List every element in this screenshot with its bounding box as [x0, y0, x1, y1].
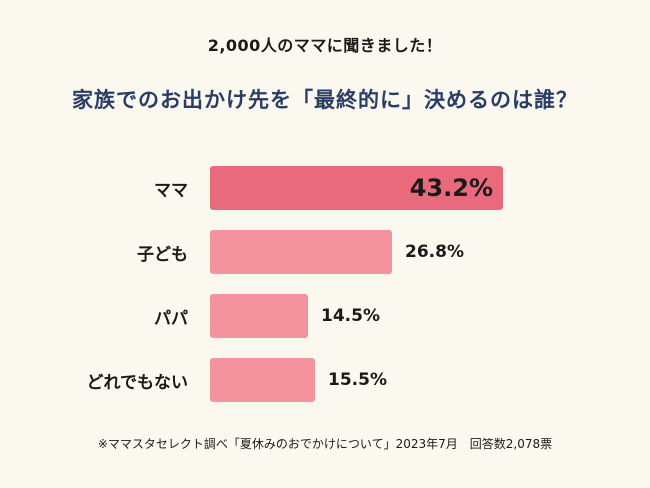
bar-track: 14.5%	[210, 294, 650, 338]
bar-track: 15.5%	[210, 358, 650, 402]
category-label: 子ども	[137, 244, 188, 265]
bar	[210, 358, 315, 402]
chart-title: 家族でのお出かけ先を「最終的に」決めるのは誰？	[72, 88, 578, 112]
bar-track: 43.2%	[210, 166, 650, 210]
value-label: 26.8%	[405, 242, 464, 262]
chart-row: ママ 43.2%	[0, 166, 650, 210]
source-note: ※ママスタセレクト調べ「夏休みのおでかけについて」2023年7月 回答数2,07…	[97, 437, 553, 451]
chart-row: どれでもない 15.5%	[0, 358, 650, 402]
bar-track: 26.8%	[210, 230, 650, 274]
value-label: 15.5%	[328, 370, 387, 390]
chart-row: 子ども 26.8%	[0, 230, 650, 274]
bar	[210, 230, 392, 274]
category-label: ママ	[154, 180, 188, 201]
bar: 43.2%	[210, 166, 503, 210]
bar-chart: ママ 43.2% 子ども 26.8% パパ 14.5% どれでもない 15.5%	[0, 166, 650, 402]
survey-subtitle: 2,000人のママに聞きました！	[207, 36, 443, 55]
category-label: パパ	[154, 308, 188, 329]
category-label: どれでもない	[86, 372, 189, 393]
value-label: 14.5%	[321, 306, 380, 326]
bar	[210, 294, 308, 338]
chart-row: パパ 14.5%	[0, 294, 650, 338]
value-label: 43.2%	[409, 174, 493, 202]
